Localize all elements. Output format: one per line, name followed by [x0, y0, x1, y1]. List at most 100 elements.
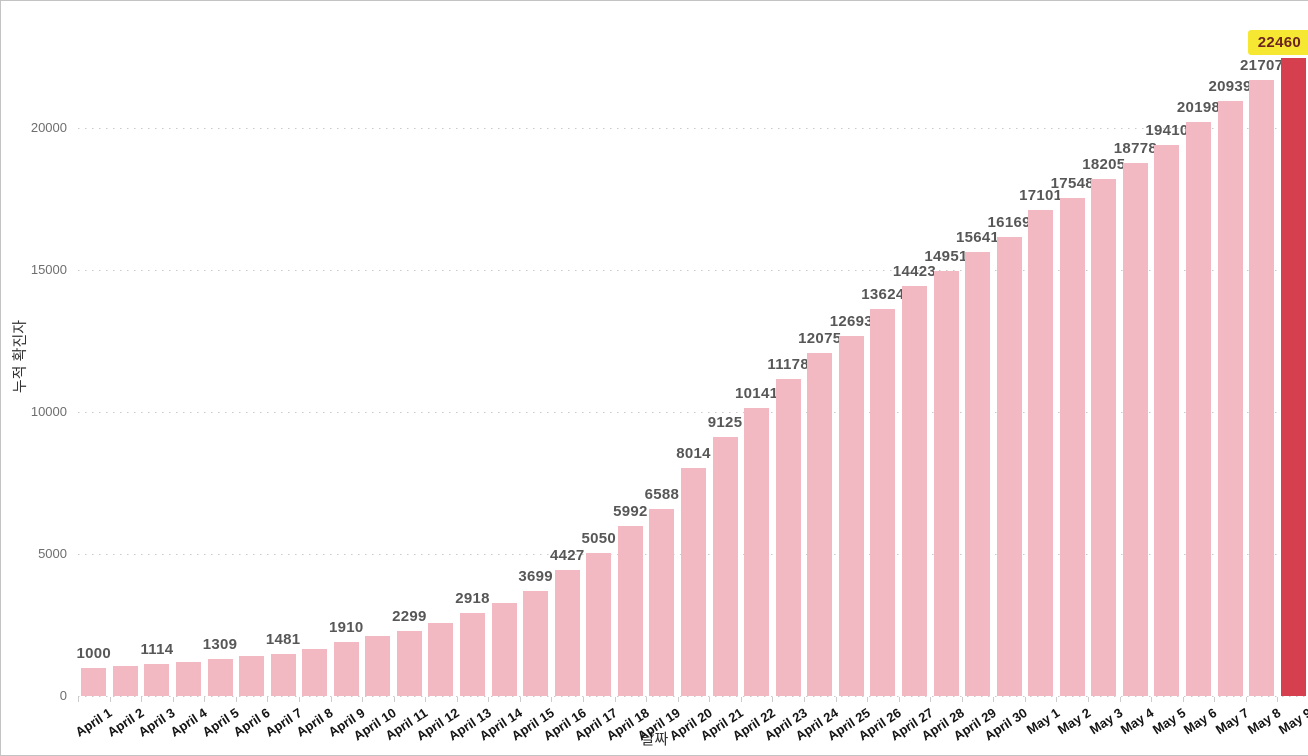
bar-value-label: 8014 [676, 445, 711, 463]
bar-value-label: 2299 [392, 607, 427, 625]
bar-value-label: 20198 [1176, 99, 1221, 117]
axis-tick [519, 697, 521, 702]
bar[interactable] [1028, 210, 1054, 696]
bar[interactable] [554, 570, 580, 696]
bar-value-label: 5992 [613, 502, 648, 520]
bar[interactable] [112, 666, 138, 696]
bar[interactable] [396, 630, 422, 696]
bar-value-label: 12075 [798, 330, 842, 348]
axis-tick [614, 697, 616, 702]
bar-value-label: 4427 [549, 547, 585, 565]
bar[interactable] [460, 613, 486, 696]
axis-tick [456, 697, 458, 702]
bar[interactable] [1217, 101, 1243, 696]
bar[interactable] [586, 552, 612, 696]
axis-tick [677, 697, 679, 702]
bar[interactable] [81, 667, 107, 696]
axis-tick [740, 697, 742, 702]
bar[interactable] [1122, 162, 1148, 696]
bar[interactable] [239, 656, 265, 696]
y-tick-label: 15000 [30, 262, 67, 277]
bar-value-label: 1309 [202, 635, 238, 653]
axis-tick [1245, 697, 1247, 702]
bar[interactable] [1280, 58, 1306, 696]
bar[interactable] [712, 436, 738, 696]
axis-tick [993, 697, 995, 702]
bar[interactable] [901, 286, 927, 696]
axis-tick [141, 697, 143, 702]
bar-value-label: 9125 [707, 413, 743, 431]
bar[interactable] [144, 664, 170, 696]
bar-value-label: 14423 [892, 263, 937, 281]
bar-value-label: 2918 [455, 590, 490, 608]
bar[interactable] [175, 661, 201, 696]
bar[interactable] [491, 602, 517, 696]
bar[interactable] [1186, 122, 1212, 696]
axis-tick [835, 697, 837, 702]
bar-value-label: 10141 [735, 384, 779, 402]
bar[interactable] [365, 636, 391, 696]
bar-value-label: 17548 [1050, 174, 1094, 192]
bar[interactable] [1154, 144, 1180, 696]
bar[interactable] [965, 251, 991, 696]
axis-tick [298, 697, 300, 702]
bar[interactable] [775, 378, 801, 696]
bar[interactable] [428, 623, 454, 696]
bar-value-label: 1910 [328, 618, 364, 636]
y-tick-label: 0 [59, 688, 67, 703]
bar-value-label: 1114 [140, 641, 174, 659]
axis-tick [551, 697, 553, 702]
axis-tick [78, 697, 79, 702]
axis-tick [204, 697, 206, 702]
axis-tick [961, 697, 963, 702]
bar[interactable] [744, 407, 770, 696]
bar[interactable] [681, 468, 706, 696]
bar[interactable] [1059, 197, 1085, 696]
gridline [78, 128, 1308, 129]
y-tick-label: 20000 [30, 120, 67, 135]
bar-value-label: 13624 [861, 286, 905, 304]
bar[interactable] [1091, 178, 1117, 696]
axis-tick [267, 697, 269, 702]
gridline [78, 696, 1308, 697]
bar[interactable] [870, 309, 896, 696]
bar[interactable] [617, 525, 643, 696]
bar-value-label: 20939 [1208, 78, 1252, 96]
axis-tick [803, 697, 805, 702]
axis-tick [1024, 697, 1026, 702]
bar-value-label: 15641 [955, 228, 1000, 246]
bar[interactable] [333, 641, 359, 696]
axis-tick [1151, 697, 1153, 702]
y-tick-label: 5000 [38, 546, 67, 561]
y-axis-title: 누적 확진자 [11, 319, 29, 394]
axis-tick [898, 697, 900, 702]
gridline [78, 270, 1308, 271]
bar[interactable] [523, 590, 549, 696]
bar[interactable] [838, 335, 864, 696]
axis-tick [1214, 697, 1216, 702]
bar-value-label: 18778 [1113, 139, 1157, 157]
axis-tick [393, 697, 395, 702]
axis-tick [235, 697, 237, 702]
bar[interactable] [649, 508, 675, 696]
bar[interactable] [302, 649, 328, 696]
bar-value-label: 18205 [1082, 155, 1126, 173]
axis-tick [867, 697, 869, 702]
bar-value-label: 17101 [1019, 187, 1063, 205]
axis-tick [172, 697, 174, 702]
axis-tick [646, 697, 648, 702]
bar[interactable] [807, 353, 833, 696]
axis-tick [1056, 697, 1058, 702]
axis-tick [488, 697, 490, 702]
axis-tick [930, 697, 932, 702]
bar[interactable] [207, 658, 233, 696]
bar-value-label: 3699 [518, 567, 553, 585]
bar[interactable] [933, 271, 959, 696]
bar-value-label: 11178 [767, 355, 809, 373]
gridline [78, 412, 1308, 413]
axis-tick [330, 697, 332, 702]
bar-value-label: 1000 [76, 644, 112, 662]
bar[interactable] [270, 653, 296, 696]
bar[interactable] [996, 236, 1022, 696]
bar[interactable] [1249, 79, 1275, 696]
